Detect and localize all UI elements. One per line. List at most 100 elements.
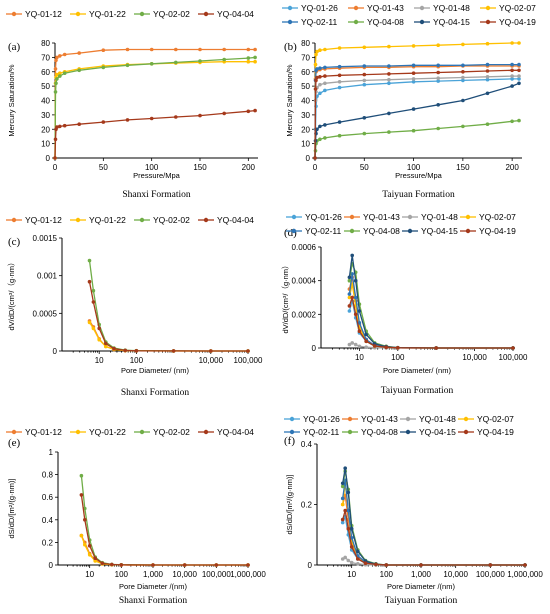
legend-label: YQ-04-08 bbox=[367, 17, 404, 27]
data-point bbox=[101, 65, 106, 70]
legend-item-YQ-01-43: YQ-01-43 bbox=[344, 212, 400, 222]
data-point bbox=[362, 72, 367, 77]
y-tick-label: 20 bbox=[41, 125, 50, 134]
data-point bbox=[347, 275, 352, 280]
legend-item-YQ-04-04: YQ-04-04 bbox=[198, 427, 254, 437]
data-point bbox=[461, 70, 465, 74]
y-axis-label: Mercury Saturation/% bbox=[285, 64, 294, 136]
series-line-YQ-04-19 bbox=[342, 510, 525, 566]
data-point bbox=[77, 122, 81, 126]
x-tick-label: 100 bbox=[145, 163, 159, 172]
y-axis-label: dV/dD/(cm³/（g·nm） bbox=[281, 261, 290, 333]
data-point bbox=[436, 103, 441, 107]
panel-caption: Taiyuan Formation bbox=[381, 386, 454, 396]
legend-item-YQ-04-04: YQ-04-04 bbox=[198, 9, 254, 19]
x-tick-label: 1,000 bbox=[411, 570, 432, 579]
series-line-YQ-02-11 bbox=[348, 273, 513, 349]
legend-swatch-marker bbox=[287, 19, 293, 25]
y-tick-label: 0.0005 bbox=[33, 309, 58, 318]
data-point bbox=[337, 80, 342, 84]
y-tick-label: 60 bbox=[301, 68, 310, 77]
data-point bbox=[246, 349, 250, 353]
legend-label: YQ-02-11 bbox=[305, 226, 341, 236]
legend-label: YQ-04-15 bbox=[433, 17, 470, 27]
data-point bbox=[362, 64, 367, 68]
data-point bbox=[362, 45, 367, 50]
panel-label: (f) bbox=[284, 435, 295, 447]
data-point bbox=[222, 57, 226, 62]
data-point bbox=[246, 59, 251, 64]
data-point bbox=[53, 90, 58, 94]
data-point bbox=[318, 124, 322, 129]
data-point bbox=[313, 62, 318, 67]
legend-swatch-marker bbox=[405, 429, 411, 435]
x-tick-label: 100,000 bbox=[499, 353, 528, 362]
series-line-YQ-02-02 bbox=[80, 475, 248, 566]
data-point bbox=[323, 88, 327, 93]
legend-item-YQ-02-11: YQ-02-11 bbox=[284, 427, 339, 437]
data-point bbox=[313, 87, 318, 91]
data-point bbox=[198, 47, 202, 52]
series-line-YQ-02-07 bbox=[342, 483, 525, 566]
data-point bbox=[340, 481, 345, 486]
y-tick-label: 0.8 bbox=[42, 471, 54, 480]
data-point bbox=[87, 544, 92, 548]
y-tick-label: 0 bbox=[312, 344, 317, 353]
series-line-YQ-01-12 bbox=[80, 535, 248, 566]
data-point bbox=[119, 563, 124, 567]
data-point bbox=[387, 64, 391, 68]
x-axis-label: Pressure/Mpa bbox=[395, 171, 443, 180]
series-line-YQ-01-26 bbox=[314, 78, 519, 159]
legend-label: YQ-04-04 bbox=[217, 427, 254, 437]
data-point bbox=[517, 68, 521, 73]
data-point bbox=[436, 70, 441, 75]
legend-item-YQ-02-07: YQ-02-07 bbox=[480, 3, 536, 13]
x-axis-label: Pore Diameter /(nm) bbox=[119, 582, 187, 591]
y-tick-label: 0.4 bbox=[42, 516, 54, 525]
data-point bbox=[222, 47, 226, 52]
legend-label: YQ-04-19 bbox=[477, 427, 514, 437]
data-point bbox=[246, 563, 250, 567]
legend-item-YQ-04-15: YQ-04-15 bbox=[414, 17, 470, 27]
legend-item-YQ-02-02: YQ-02-02 bbox=[134, 9, 190, 19]
y-axis-label: Mercury Saturation/% bbox=[7, 64, 16, 136]
series-line-YQ-04-04 bbox=[54, 109, 256, 159]
data-point bbox=[318, 82, 322, 87]
data-point bbox=[53, 67, 58, 71]
data-point bbox=[411, 107, 416, 111]
legend-label: YQ-01-22 bbox=[89, 427, 126, 437]
data-point bbox=[350, 341, 355, 345]
data-point bbox=[510, 68, 514, 73]
legend-swatch-marker bbox=[203, 11, 209, 17]
data-point bbox=[315, 49, 319, 54]
legend-item-YQ-04-08: YQ-04-08 bbox=[348, 17, 404, 27]
data-point bbox=[58, 124, 62, 129]
legend-swatch-marker bbox=[485, 5, 491, 11]
panel-label: (a) bbox=[8, 41, 21, 53]
data-point bbox=[214, 563, 219, 567]
data-point bbox=[488, 563, 493, 567]
data-point bbox=[347, 342, 352, 347]
data-point bbox=[343, 508, 348, 513]
legend-label: YQ-01-26 bbox=[301, 3, 338, 13]
data-point bbox=[123, 348, 127, 353]
data-point bbox=[77, 68, 81, 73]
legend-item-YQ-01-12: YQ-01-12 bbox=[6, 9, 62, 19]
data-point bbox=[517, 62, 521, 67]
data-point bbox=[419, 563, 423, 567]
data-point bbox=[104, 341, 108, 346]
y-tick-label: 50 bbox=[41, 82, 50, 91]
data-point bbox=[315, 75, 319, 80]
data-point bbox=[349, 526, 354, 531]
x-axis-label: Pore Diameter/ (nm) bbox=[383, 366, 451, 375]
data-point bbox=[337, 73, 342, 78]
x-tick-label: 10 bbox=[95, 356, 104, 365]
data-point bbox=[347, 278, 352, 283]
series-line-YQ-04-04 bbox=[88, 281, 248, 352]
legend-swatch-marker bbox=[353, 19, 359, 25]
y-tick-label: 0.6 bbox=[42, 493, 54, 502]
data-point bbox=[125, 47, 130, 52]
panel-caption: Shanxi Formation bbox=[119, 596, 188, 606]
data-point bbox=[436, 126, 441, 131]
data-point bbox=[87, 320, 92, 325]
